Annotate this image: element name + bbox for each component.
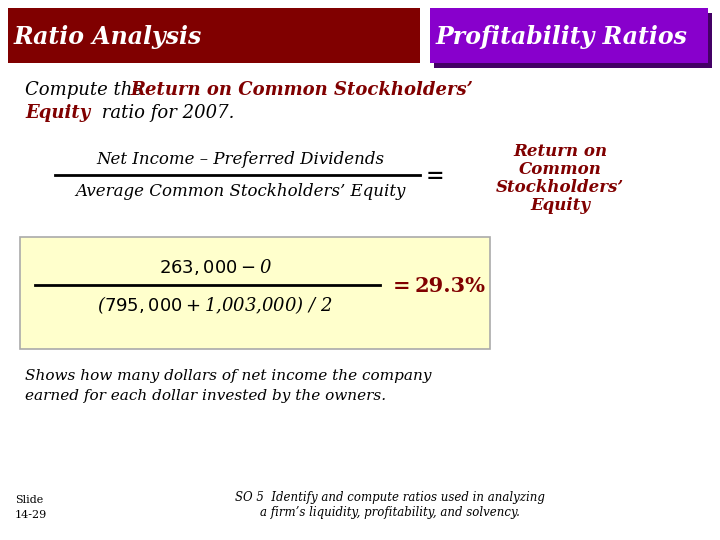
Text: Compute the: Compute the bbox=[25, 81, 149, 99]
FancyBboxPatch shape bbox=[8, 8, 420, 63]
Text: 14-29: 14-29 bbox=[15, 510, 48, 520]
Text: Slide: Slide bbox=[15, 495, 43, 505]
Text: Ratio Analysis: Ratio Analysis bbox=[14, 25, 202, 49]
Text: Return on: Return on bbox=[513, 144, 607, 160]
Text: =: = bbox=[393, 276, 410, 296]
Text: SO 5  Identify and compute ratios used in analyzing
a firm’s liquidity, profitab: SO 5 Identify and compute ratios used in… bbox=[235, 491, 545, 519]
FancyBboxPatch shape bbox=[434, 13, 712, 68]
Text: Common: Common bbox=[518, 161, 601, 179]
Text: Net Income – Preferred Dividends: Net Income – Preferred Dividends bbox=[96, 152, 384, 168]
Text: Profitability Ratios: Profitability Ratios bbox=[436, 25, 688, 49]
Text: Average Common Stockholders’ Equity: Average Common Stockholders’ Equity bbox=[75, 184, 405, 200]
Text: Equity: Equity bbox=[530, 198, 590, 214]
Text: 29.3%: 29.3% bbox=[415, 276, 486, 296]
Text: Stockholders’: Stockholders’ bbox=[496, 179, 624, 197]
Text: $263,000 - $0: $263,000 - $0 bbox=[158, 257, 271, 277]
FancyBboxPatch shape bbox=[20, 237, 490, 349]
Text: ($795,000 + $1,003,000) / 2: ($795,000 + $1,003,000) / 2 bbox=[97, 294, 333, 316]
Text: =: = bbox=[426, 165, 444, 187]
Text: earned for each dollar invested by the owners.: earned for each dollar invested by the o… bbox=[25, 389, 386, 403]
FancyBboxPatch shape bbox=[430, 8, 708, 63]
Text: Return on Common Stockholders’: Return on Common Stockholders’ bbox=[130, 81, 473, 99]
Text: ratio for 2007.: ratio for 2007. bbox=[96, 104, 235, 122]
Text: Equity: Equity bbox=[25, 104, 90, 122]
Text: Shows how many dollars of net income the company: Shows how many dollars of net income the… bbox=[25, 369, 431, 383]
